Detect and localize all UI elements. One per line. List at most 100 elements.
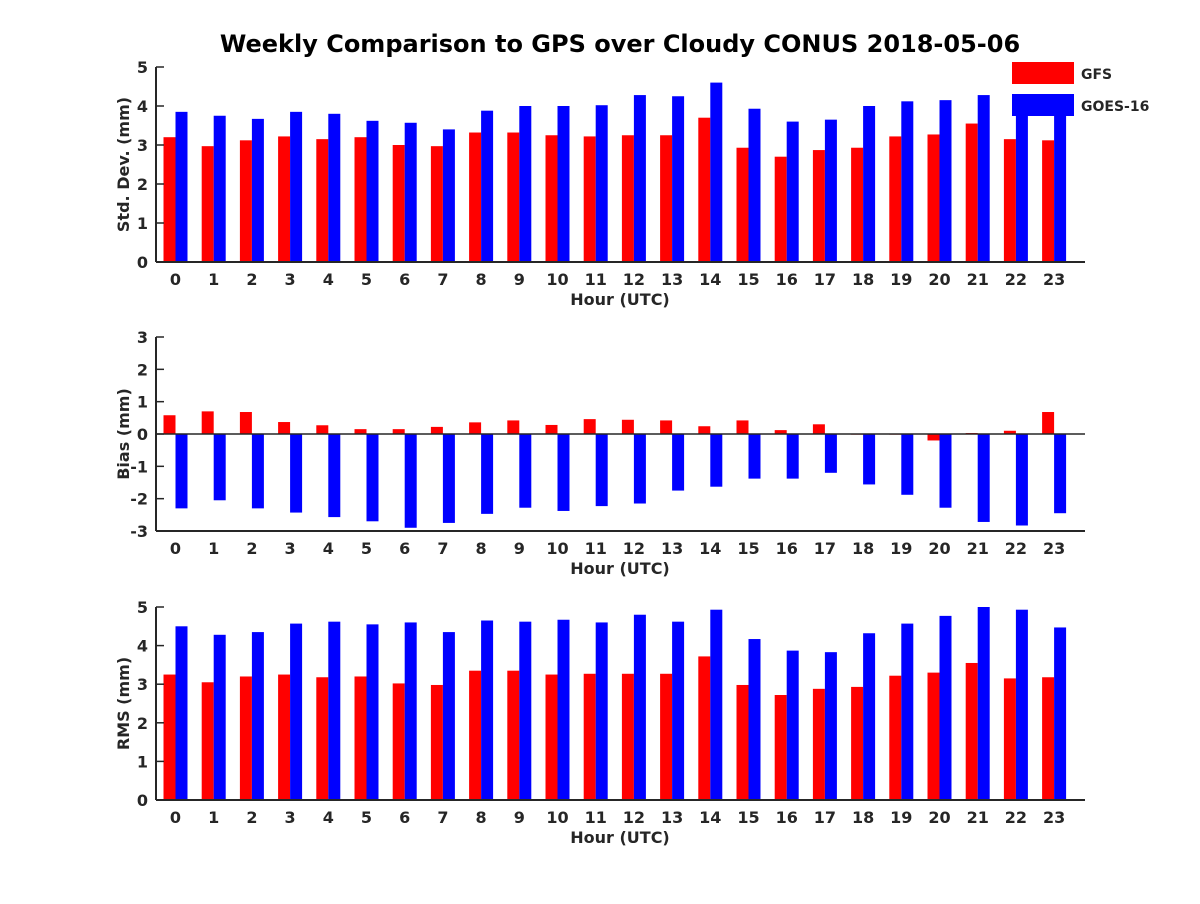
- y-tick-label: 1: [137, 214, 148, 233]
- bar-gfs-14: [698, 656, 711, 800]
- bar-gfs-19: [889, 675, 902, 800]
- bar-gfs-7: [430, 146, 443, 262]
- bar-gfs-16: [774, 430, 787, 434]
- x-tick-label: 11: [585, 270, 607, 289]
- bar-gfs-3: [278, 674, 291, 800]
- bar-gfs-4: [316, 139, 329, 262]
- x-tick-label: 6: [399, 808, 410, 827]
- bar-gfs-3: [278, 136, 291, 262]
- bar-gfs-10: [545, 135, 558, 262]
- legend-swatch-goes-16: [1012, 94, 1074, 116]
- bar-gfs-4: [316, 677, 329, 800]
- bar-gfs-4: [316, 425, 329, 434]
- bar-goes-16-10: [557, 106, 570, 262]
- bar-gfs-6: [392, 683, 405, 800]
- y-tick-label: 5: [137, 58, 148, 77]
- x-tick-label: 20: [928, 808, 950, 827]
- bar-goes-16-11: [595, 622, 608, 800]
- bar-gfs-1: [201, 146, 214, 262]
- x-tick-label: 2: [246, 539, 257, 558]
- x-tick-label: 23: [1043, 270, 1065, 289]
- bar-goes-16-21: [977, 95, 990, 262]
- y-axis-label: RMS (mm): [114, 657, 133, 750]
- bar-gfs-5: [354, 137, 367, 262]
- y-tick-label: 0: [137, 425, 148, 444]
- x-tick-label: 18: [852, 808, 874, 827]
- x-tick-label: 0: [170, 539, 181, 558]
- x-tick-label: 2: [246, 808, 257, 827]
- x-tick-label: 5: [361, 270, 372, 289]
- bar-goes-16-1: [213, 434, 226, 501]
- x-tick-label: 4: [323, 539, 334, 558]
- x-tick-label: 21: [967, 539, 989, 558]
- x-tick-label: 10: [546, 808, 568, 827]
- bar-goes-16-17: [824, 119, 837, 263]
- bar-goes-16-16: [786, 121, 799, 262]
- x-tick-label: 15: [737, 270, 759, 289]
- x-tick-label: 21: [967, 270, 989, 289]
- x-tick-label: 19: [890, 539, 912, 558]
- bar-goes-16-18: [863, 434, 876, 485]
- bar-gfs-11: [583, 419, 596, 434]
- bar-gfs-13: [660, 135, 673, 262]
- bar-goes-16-4: [328, 113, 341, 262]
- y-tick-label: 1: [137, 752, 148, 771]
- bar-gfs-21: [965, 662, 978, 800]
- x-axis-label: Hour (UTC): [570, 559, 670, 578]
- bar-gfs-11: [583, 136, 596, 262]
- x-tick-label: 0: [170, 270, 181, 289]
- bar-goes-16-1: [213, 634, 226, 800]
- bar-goes-16-20: [939, 100, 952, 263]
- bar-gfs-18: [851, 147, 864, 262]
- bar-goes-16-6: [404, 122, 417, 263]
- bar-gfs-19: [889, 136, 902, 262]
- x-tick-label: 11: [585, 539, 607, 558]
- bar-gfs-8: [469, 422, 482, 434]
- x-tick-label: 6: [399, 539, 410, 558]
- bar-gfs-17: [812, 424, 825, 434]
- bar-gfs-11: [583, 673, 596, 800]
- bar-goes-16-13: [672, 96, 685, 262]
- bar-gfs-8: [469, 132, 482, 262]
- bar-goes-16-6: [404, 622, 417, 800]
- bar-goes-16-20: [939, 615, 952, 800]
- bar-goes-16-16: [786, 434, 799, 479]
- bar-goes-16-14: [710, 609, 723, 800]
- x-tick-label: 7: [437, 808, 448, 827]
- bar-gfs-20: [927, 434, 940, 441]
- bar-gfs-22: [1003, 139, 1016, 262]
- bar-goes-16-2: [251, 118, 264, 263]
- bar-gfs-22: [1003, 430, 1016, 434]
- y-tick-label: 3: [137, 675, 148, 694]
- bar-gfs-2: [239, 676, 252, 800]
- bar-gfs-17: [812, 688, 825, 800]
- bar-gfs-16: [774, 156, 787, 262]
- x-tick-label: 8: [476, 539, 487, 558]
- x-tick-label: 19: [890, 808, 912, 827]
- bar-goes-16-12: [633, 95, 646, 262]
- bar-gfs-20: [927, 134, 940, 262]
- bar-gfs-2: [239, 140, 252, 262]
- x-tick-label: 5: [361, 808, 372, 827]
- bar-goes-16-11: [595, 105, 608, 262]
- x-tick-label: 20: [928, 539, 950, 558]
- bar-goes-16-23: [1054, 434, 1067, 514]
- bar-goes-16-5: [366, 624, 379, 800]
- bar-goes-16-20: [939, 434, 952, 508]
- bar-gfs-16: [774, 695, 787, 800]
- x-tick-label: 8: [476, 808, 487, 827]
- bar-gfs-15: [736, 420, 749, 434]
- bar-goes-16-18: [863, 633, 876, 800]
- bar-goes-16-16: [786, 650, 799, 800]
- legend-label-gfs: GFS: [1081, 67, 1112, 83]
- x-tick-label: 9: [514, 270, 525, 289]
- x-tick-label: 7: [437, 539, 448, 558]
- bar-gfs-17: [812, 150, 825, 262]
- bar-goes-16-14: [710, 82, 723, 262]
- bar-gfs-7: [430, 684, 443, 800]
- bar-gfs-1: [201, 682, 214, 800]
- bar-goes-16-0: [175, 434, 188, 509]
- bar-goes-16-3: [290, 434, 303, 513]
